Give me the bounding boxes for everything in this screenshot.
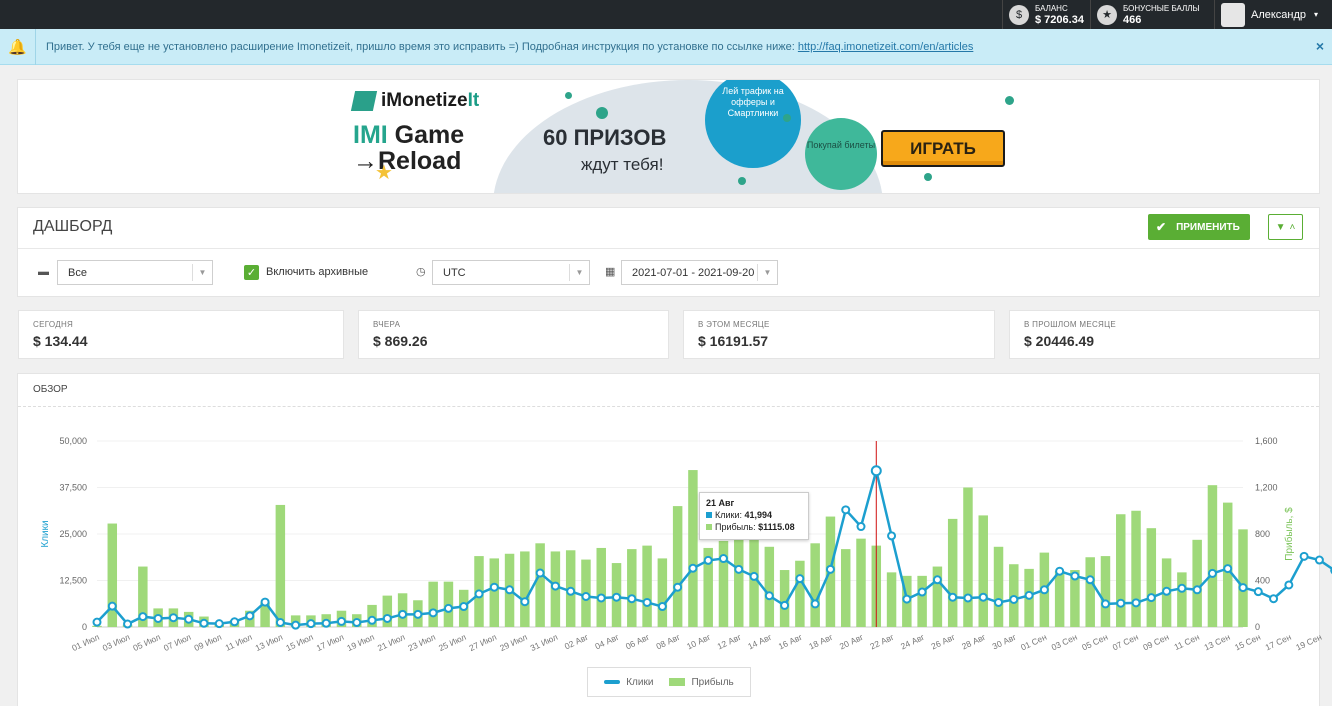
dropdown-caret-icon: ▼ <box>569 264 589 281</box>
game-title: IMI Game →Reload <box>353 121 465 175</box>
wait-text: ждут тебя! <box>581 155 664 174</box>
close-icon[interactable]: × <box>1315 38 1324 54</box>
overview-title: ОБЗОР <box>33 384 68 395</box>
tooltip-clicks-label: Клики: <box>715 510 745 520</box>
filter-icon: ▼ <box>1275 221 1286 233</box>
clock-icon: ◷ <box>416 266 426 278</box>
notice-text: Привет. У тебя еще не установлено расшир… <box>46 40 798 53</box>
chart-legend: Клики Прибыль <box>587 667 751 697</box>
chart-tooltip: 21 Авг Клики: 41,994 Прибыль: $1115.08 <box>699 492 809 540</box>
dropdown-caret-icon: ▼ <box>192 264 212 281</box>
apply-button[interactable]: ✔ ПРИМЕНИТЬ <box>1148 214 1250 240</box>
tooltip-profit-label: Прибыль: <box>715 522 759 532</box>
stat-label: ВЧЕРА <box>373 320 401 329</box>
include-archived-label: Включить архивные <box>266 266 369 278</box>
stat-card-last-month: В ПРОШЛОМ МЕСЯЦЕ $ 20446.49 <box>1009 310 1320 359</box>
include-archived-checkbox[interactable]: ✓ <box>244 265 259 280</box>
stat-value: $ 16191.57 <box>698 333 769 349</box>
stat-value: $ 869.26 <box>373 333 428 349</box>
stat-value: $ 134.44 <box>33 333 88 349</box>
page-title: ДАШБОРД <box>33 218 113 235</box>
tooltip-date: 21 Авг <box>706 498 735 508</box>
timezone-select[interactable]: UTC ▼ <box>432 260 590 285</box>
balance-value: $ 7206.34 <box>1035 13 1084 26</box>
legend-item-clicks[interactable]: Клики <box>604 677 653 688</box>
dashboard-panel: ДАШБОРД ✔ ПРИМЕНИТЬ ▼ ˄ ▬ Все ▼ ✓ Включи… <box>17 207 1320 297</box>
stat-card-yesterday: ВЧЕРА $ 869.26 <box>358 310 669 359</box>
chevron-down-icon: ▾ <box>1314 10 1319 19</box>
promo-banner[interactable]: iMonetize It IMI Game →Reload ★ 60 ПРИЗОВ… <box>17 79 1320 194</box>
extension-notice: 🔔 Привет. У тебя еще не установлено расш… <box>0 28 1332 65</box>
stat-value: $ 20446.49 <box>1024 333 1095 349</box>
dropdown-caret-icon: ▼ <box>757 264 777 281</box>
star-badge-icon: ★ <box>1097 4 1117 25</box>
stat-label: В ПРОШЛОМ МЕСЯЦЕ <box>1024 320 1116 329</box>
tickets-bubble: Покупай билеты <box>805 118 877 190</box>
date-range-picker[interactable]: 2021-07-01 - 2021-09-20 ▼ <box>621 260 778 285</box>
tooltip-clicks-value: 41,994 <box>744 510 773 520</box>
avatar <box>1221 2 1245 27</box>
play-button[interactable]: ИГРАТЬ <box>881 130 1005 167</box>
legend-item-profit[interactable]: Прибыль <box>669 677 734 688</box>
stat-label: В ЭТОМ МЕСЯЦЕ <box>698 320 770 329</box>
overview-panel: ОБЗОР Клики Прибыль <box>17 373 1320 706</box>
bonus-value: 466 <box>1123 13 1142 26</box>
calendar-icon: ▦ <box>605 266 616 278</box>
date-range-value: 2021-07-01 - 2021-09-20 <box>632 266 755 279</box>
filter-toggle-button[interactable]: ▼ ˄ <box>1268 214 1303 240</box>
top-bar: $ БАЛАНС $ 7206.34 ★ БОНУСНЫЕ БАЛЛЫ 466 … <box>0 0 1332 29</box>
apply-label: ПРИМЕНИТЬ <box>1176 221 1240 233</box>
bell-icon: 🔔 <box>0 28 36 65</box>
chevron-up-icon: ˄ <box>1289 221 1296 233</box>
balance-widget[interactable]: $ БАЛАНС $ 7206.34 <box>1002 0 1090 29</box>
imonetizeit-logo: iMonetize It <box>350 90 479 112</box>
prizes-text: 60 ПРИЗОВ <box>543 125 667 150</box>
tooltip-profit-value: $1115.08 <box>758 522 795 532</box>
bonus-label: БОНУСНЫЕ БАЛЛЫ <box>1123 3 1200 13</box>
timezone-value: UTC <box>443 266 466 279</box>
folder-icon: ▬ <box>38 266 49 278</box>
check-icon: ✔ <box>1156 220 1167 234</box>
stat-card-this-month: В ЭТОМ МЕСЯЦЕ $ 16191.57 <box>683 310 995 359</box>
star-icon: ★ <box>375 162 393 184</box>
folder-select[interactable]: Все ▼ <box>57 260 213 285</box>
traffic-bubble: Лей трафик на офферы и Смартлинки <box>705 80 801 168</box>
notice-link[interactable]: http://faq.imonetizeit.com/en/articles <box>797 40 974 53</box>
folder-select-value: Все <box>68 266 87 279</box>
coins-icon: $ <box>1009 4 1029 25</box>
user-menu[interactable]: Александр ▾ <box>1214 0 1332 29</box>
bonus-widget[interactable]: ★ БОНУСНЫЕ БАЛЛЫ 466 <box>1090 0 1214 29</box>
balance-label: БАЛАНС <box>1035 3 1068 13</box>
stat-label: СЕГОДНЯ <box>33 320 74 329</box>
user-name: Александр <box>1251 8 1307 21</box>
stat-card-today: СЕГОДНЯ $ 134.44 <box>18 310 344 359</box>
